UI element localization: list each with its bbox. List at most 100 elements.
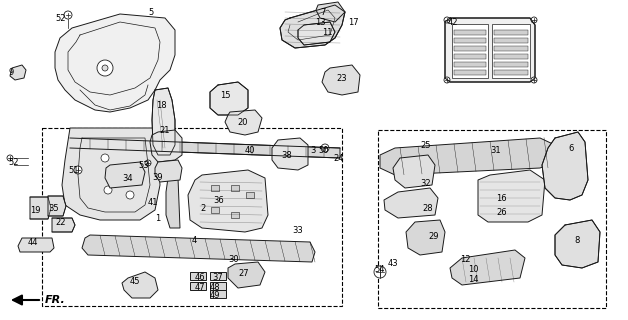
Bar <box>211 185 219 191</box>
Text: 43: 43 <box>388 259 399 268</box>
Text: 6: 6 <box>568 143 573 153</box>
Polygon shape <box>555 220 600 268</box>
Text: 41: 41 <box>148 197 158 206</box>
Circle shape <box>101 154 109 162</box>
Text: 26: 26 <box>496 207 507 217</box>
Polygon shape <box>384 188 438 218</box>
Polygon shape <box>298 22 335 45</box>
Text: 38: 38 <box>281 150 292 159</box>
Text: 35: 35 <box>48 204 58 212</box>
Text: FR.: FR. <box>45 295 66 305</box>
Text: 21: 21 <box>159 125 170 134</box>
Text: 16: 16 <box>496 194 507 203</box>
Polygon shape <box>322 65 360 95</box>
Polygon shape <box>155 160 182 182</box>
Polygon shape <box>454 70 486 75</box>
Circle shape <box>531 17 537 23</box>
Circle shape <box>102 65 108 71</box>
Circle shape <box>104 186 112 194</box>
Polygon shape <box>542 132 588 200</box>
Text: 31: 31 <box>490 146 501 155</box>
Polygon shape <box>452 24 488 78</box>
Polygon shape <box>494 38 528 43</box>
Text: 7: 7 <box>320 7 325 17</box>
Polygon shape <box>225 110 262 135</box>
Bar <box>378 130 606 308</box>
Text: 17: 17 <box>348 18 359 27</box>
Text: 29: 29 <box>428 231 438 241</box>
Circle shape <box>531 77 537 83</box>
Text: 32: 32 <box>420 179 431 188</box>
Text: 50: 50 <box>318 146 328 155</box>
Text: 36: 36 <box>213 196 224 204</box>
Circle shape <box>7 155 13 161</box>
Text: 23: 23 <box>336 74 347 83</box>
Text: 2: 2 <box>200 204 205 212</box>
Text: 15: 15 <box>220 91 230 100</box>
Polygon shape <box>280 5 345 48</box>
Text: 8: 8 <box>574 236 580 244</box>
Polygon shape <box>152 88 175 155</box>
Circle shape <box>145 160 151 166</box>
Text: 20: 20 <box>237 117 247 126</box>
Text: 37: 37 <box>212 274 223 283</box>
Polygon shape <box>454 46 486 51</box>
Text: 40: 40 <box>245 146 256 155</box>
Polygon shape <box>494 62 528 67</box>
Bar <box>42 128 342 306</box>
Polygon shape <box>105 162 145 188</box>
Circle shape <box>74 166 82 174</box>
Polygon shape <box>30 197 51 219</box>
Text: 47: 47 <box>195 283 205 292</box>
Text: 25: 25 <box>420 140 431 149</box>
Bar <box>211 207 219 213</box>
Circle shape <box>444 17 450 23</box>
Polygon shape <box>454 38 486 43</box>
Text: 19: 19 <box>30 205 40 214</box>
Polygon shape <box>82 235 315 262</box>
Polygon shape <box>454 54 486 59</box>
Polygon shape <box>454 62 486 67</box>
Text: 34: 34 <box>122 173 133 182</box>
Text: 42: 42 <box>448 18 458 27</box>
Polygon shape <box>190 282 206 290</box>
Text: 52: 52 <box>55 13 65 22</box>
Polygon shape <box>210 272 226 280</box>
Circle shape <box>97 60 113 76</box>
Text: 46: 46 <box>195 274 205 283</box>
Text: 13: 13 <box>315 18 326 27</box>
Text: 24: 24 <box>333 154 344 163</box>
Polygon shape <box>492 24 530 78</box>
Polygon shape <box>494 70 528 75</box>
Polygon shape <box>228 262 265 288</box>
Polygon shape <box>190 272 206 280</box>
Circle shape <box>126 191 134 199</box>
Text: 39: 39 <box>152 172 163 181</box>
Text: 14: 14 <box>468 276 479 284</box>
Text: 49: 49 <box>210 292 220 300</box>
Text: 51: 51 <box>68 165 78 174</box>
Text: 9: 9 <box>8 68 13 76</box>
Polygon shape <box>450 250 525 285</box>
Text: 11: 11 <box>322 28 332 36</box>
Text: 1: 1 <box>155 213 160 222</box>
Polygon shape <box>380 138 555 175</box>
Polygon shape <box>445 18 535 82</box>
Text: 33: 33 <box>292 226 303 235</box>
Circle shape <box>321 144 329 152</box>
Text: 48: 48 <box>210 283 220 292</box>
Polygon shape <box>494 46 528 51</box>
Text: 10: 10 <box>468 266 479 275</box>
Bar <box>231 212 239 218</box>
Bar <box>246 192 254 198</box>
Circle shape <box>116 166 124 174</box>
Polygon shape <box>406 220 445 255</box>
Polygon shape <box>10 65 26 80</box>
Text: 4: 4 <box>192 236 197 244</box>
Text: 44: 44 <box>28 237 38 246</box>
Polygon shape <box>55 14 175 112</box>
Text: 28: 28 <box>422 204 433 212</box>
Polygon shape <box>62 128 160 220</box>
Polygon shape <box>52 218 75 232</box>
Text: 5: 5 <box>148 7 153 17</box>
